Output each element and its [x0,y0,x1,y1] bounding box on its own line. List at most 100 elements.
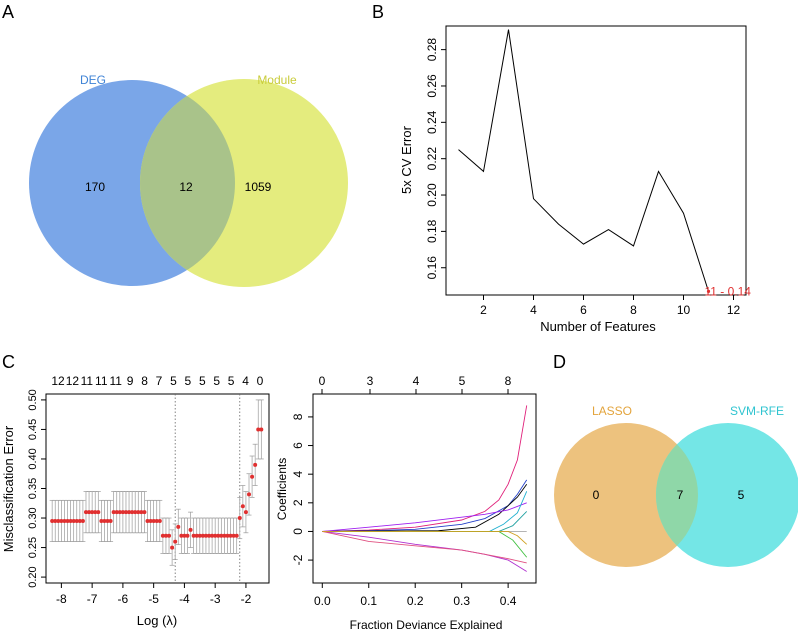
chart-c-left-point [185,533,190,538]
venn-d-lasso-label: LASSO [592,404,632,418]
panel-letter-c: C [2,352,15,372]
chart-c-left-point [160,533,165,538]
chart-c-right-ytick-label: 0 [291,528,305,535]
chart-c-left-xlabel: Log (λ) [137,613,177,628]
chart-c-right-top-label: 5 [459,374,466,388]
chart-c-right-ytick-label: 2 [291,499,305,506]
chart-c-left-point [154,518,159,523]
chart-c-left-ytick-label: 0.25 [27,537,39,558]
chart-c-left-point [216,533,221,538]
chart-c-right-xtick-label: 0.1 [360,594,377,608]
chart-c-left-point [102,518,107,523]
chart-c-right-xlabel: Fraction Deviance Explained [350,618,503,631]
chart-c-left-point [256,427,261,432]
chart-c-right-xtick-label: 0.3 [453,594,470,608]
chart-c-left-top-label: 9 [127,374,134,388]
chart-c-left-xtick-label: -6 [118,592,129,606]
panel-letter-d: D [553,352,566,372]
chart-c-left-point [188,527,193,532]
chart-c-left-point [74,518,79,523]
chart-c-left-point [234,533,239,538]
chart-c-left-point [203,533,208,538]
chart-b-series-line [458,29,709,292]
chart-c-left-top-label: 5 [213,374,220,388]
chart-c-left-point [50,518,55,523]
chart-c-left-point [210,533,215,538]
chart-c-left-point [222,533,227,538]
chart-c-right-series-blue [322,479,528,532]
chart-c-left-point [197,533,202,538]
chart-c-left-point [71,518,76,523]
chart-c-left-top-label: 11 [81,374,94,388]
chart-c-left-point [213,533,218,538]
chart-c-left-point [65,518,70,523]
chart-b-ytick-label: 0.28 [425,38,439,62]
venn-a-intersection-count: 12 [179,180,193,194]
chart-c-left-top-label: 12 [66,374,80,388]
chart-c-left-point [194,533,199,538]
chart-c-left-point [56,518,61,523]
chart-b-ytick-label: 0.22 [425,147,439,171]
chart-c-left-frame [45,393,270,584]
chart-c-left-point [90,510,95,515]
chart-c-right-series-gold [322,531,528,545]
chart-c-left-point [136,510,141,515]
chart-c-left-point [207,533,212,538]
chart-c-left-point [133,510,138,515]
venn-d-svm-only-count: 5 [738,488,745,502]
chart-b-xtick-label: 8 [630,303,637,317]
chart-c-right-xtick-label: 0.0 [314,594,331,608]
venn-a-overlap [140,80,235,286]
chart-b-ytick-label: 0.20 [425,183,439,207]
chart-c-left-point [228,533,233,538]
chart-c-left-xtick-label: -8 [56,592,67,606]
chart-c-left-top-label: 7 [156,374,163,388]
chart-c-left-point [151,518,156,523]
chart-c-left-point [108,518,113,523]
chart-c-left-point [240,504,245,509]
chart-c-left-point [83,510,88,515]
chart-c-left-top-label: 5 [228,374,235,388]
chart-b-frame [445,25,747,296]
venn-a-deg-label: DEG [80,73,106,87]
chart-c-left-point [114,510,119,515]
chart-c-left-ytick-label: 0.30 [27,507,39,528]
chart-c-right-top-label: 8 [505,374,512,388]
chart-b-min-marker [706,289,711,293]
chart-c-right-series-magenta-top [322,405,528,532]
chart-c-right-ylabel: Coefficients [275,458,289,520]
chart-b: 2 4 6 8 10 12 0.16 0.18 0.20 0.22 0.24 0.26 0.28 11… [399,25,752,334]
chart-c-left-top-label: 5 [185,374,192,388]
chart-c-right-top-label: 0 [319,374,326,388]
chart-c-left-point [93,510,98,515]
chart-c-left-point [157,518,162,523]
chart-c-left-ytick-label: 0.50 [27,389,39,410]
panel-letter-a: A [2,2,14,22]
venn-a-deg-only-count: 170 [85,180,105,194]
chart-c-left-point [191,533,196,538]
chart-c-left-point [53,518,58,523]
chart-c-left-xtick-label: -7 [87,592,98,606]
chart-c-right-series-purple [322,502,527,532]
chart-c-left-point [179,533,184,538]
venn-a-module-only-count: 1059 [245,180,272,194]
chart-c-right-frame [312,393,537,584]
chart-c-right: 0.0 0.1 0.2 0.3 0.4 -2 0 2 4 6 8 0 3 4 5 8 Fraction D… [275,374,537,631]
chart-c-left-point [163,533,168,538]
chart-b-xtick-label: 2 [480,303,487,317]
venn-d: LASSO SVM-RFE 0 7 5 [554,404,798,567]
venn-d-svm-circle [656,423,798,567]
chart-c-left-ytick-label: 0.20 [27,566,39,587]
chart-c-left-ytick-label: 0.45 [27,419,39,440]
chart-c-right-series-violet-bottom [322,531,527,572]
chart-c-left-point [105,518,110,523]
venn-d-intersection-count: 7 [677,488,684,502]
chart-c-right-ytick-label: 6 [291,442,305,449]
chart-c-left-top-label: 5 [199,374,206,388]
chart-c-right-xtick-label: 0.2 [407,594,424,608]
chart-b-annotation: 11 - 0.14 [705,284,752,298]
chart-c-left-top-label: 11 [109,374,122,388]
chart-c-left-point [182,533,187,538]
chart-c-left-point [167,533,172,538]
